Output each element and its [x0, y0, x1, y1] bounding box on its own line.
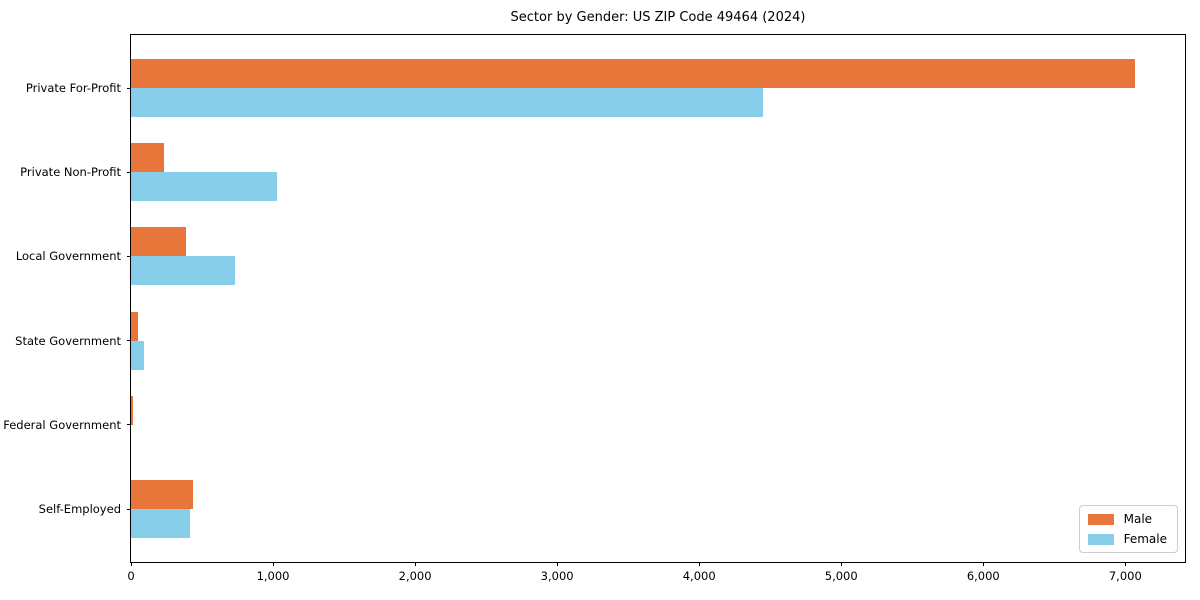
- xtick-label-2000: 2,000: [398, 569, 432, 583]
- ytick-label-private-for-profit: Private For-Profit: [25, 81, 121, 95]
- xtick-mark-6000: [983, 562, 985, 566]
- ytick-mark-self-employed: [127, 508, 131, 510]
- ytick-label-self-employed: Self-Employed: [38, 502, 121, 516]
- bar-male-federal-government: [131, 395, 133, 425]
- legend-swatch-female: [1087, 533, 1114, 545]
- ytick-mark-private-for-profit: [127, 87, 131, 89]
- xtick-label-3000: 3,000: [540, 569, 574, 583]
- ytick-mark-state-government: [127, 340, 131, 342]
- ytick-label-local-government: Local Government: [15, 249, 121, 264]
- legend-swatch-male: [1087, 513, 1114, 525]
- xtick-mark-1000: [273, 562, 275, 566]
- bar-female-local-government: [131, 256, 235, 286]
- xtick-mark-2000: [415, 562, 417, 566]
- bar-female-private-for-profit: [131, 88, 764, 117]
- ytick-mark-private-non-profit: [127, 171, 131, 173]
- bar-male-state-government: [131, 311, 139, 341]
- xtick-mark-4000: [699, 562, 701, 566]
- xtick-mark-5000: [841, 562, 843, 566]
- bar-male-private-non-profit: [131, 143, 164, 173]
- legend-item-male: Male: [1087, 512, 1167, 526]
- xtick-mark-7000: [1125, 562, 1127, 566]
- bar-male-private-for-profit: [131, 59, 1136, 88]
- xtick-label-1000: 1,000: [256, 569, 290, 583]
- bar-female-state-government: [131, 340, 144, 370]
- xtick-label-6000: 6,000: [966, 569, 1000, 583]
- bar-female-self-employed: [131, 509, 190, 538]
- xtick-mark-0: [131, 562, 132, 566]
- legend-label-male: Male: [1123, 512, 1153, 526]
- bar-male-self-employed: [131, 480, 193, 509]
- bar-male-local-government: [131, 227, 186, 257]
- plot-area: Male Female Private For-Profit Private Non…: [3, 34, 1186, 583]
- legend-item-female: Female: [1087, 532, 1167, 546]
- ytick-label-state-government: State Government: [15, 333, 121, 348]
- ytick-label-federal-government: Federal Government: [3, 417, 121, 432]
- legend-label-female: Female: [1123, 532, 1167, 546]
- legend: Male Female: [1078, 505, 1178, 553]
- xtick-label-7000: 7,000: [1108, 569, 1142, 583]
- xtick-label-5000: 5,000: [824, 569, 858, 583]
- chart-title: Sector by Gender: US ZIP Code 49464 (202…: [510, 10, 806, 25]
- ytick-mark-local-government: [127, 255, 131, 257]
- xtick-label-0: 0: [127, 569, 135, 583]
- xtick-mark-3000: [557, 562, 559, 566]
- ytick-label-private-non-profit: Private Non-Profit: [20, 165, 121, 180]
- bar-female-private-non-profit: [131, 172, 277, 202]
- ytick-mark-federal-government: [127, 424, 131, 426]
- xtick-label-4000: 4,000: [682, 569, 716, 583]
